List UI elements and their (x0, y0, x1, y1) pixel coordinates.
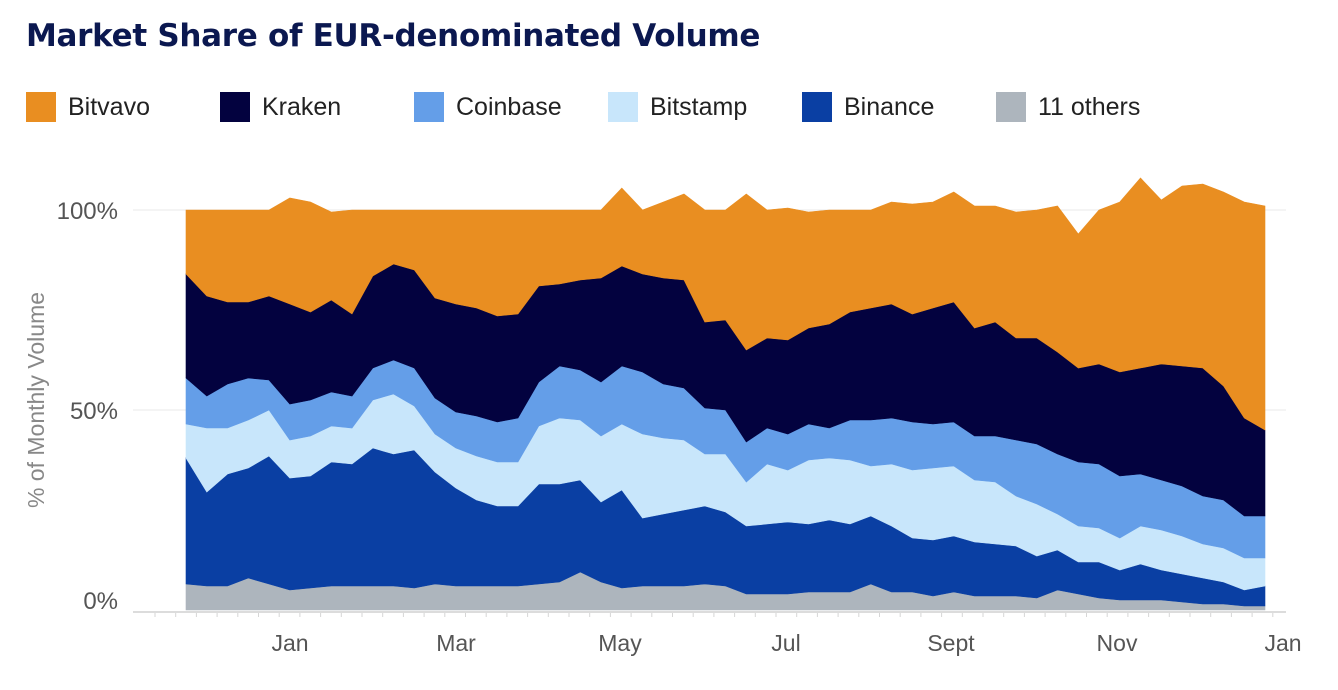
legend-item-coinbase[interactable]: Coinbase (414, 88, 562, 126)
legend-label-binance: Binance (844, 92, 935, 121)
legend-label-coinbase: Coinbase (456, 92, 562, 121)
x-tick-label-nov: Nov (1097, 630, 1138, 656)
legend-label-kraken: Kraken (262, 92, 342, 121)
x-tick-label-jan-2: Jan (1264, 630, 1301, 656)
x-axis-minor-ticks (154, 613, 1274, 617)
legend-item-bitvavo[interactable]: Bitvavo (26, 88, 150, 126)
legend-swatch-bitstamp (608, 92, 638, 122)
legend-item-binance[interactable]: Binance (802, 88, 934, 126)
y-tick-label-0: 0% (83, 588, 118, 615)
legend-item-kraken[interactable]: Kraken (220, 88, 341, 126)
x-tick-label-may: May (598, 630, 642, 656)
x-tick-label-jul: Jul (771, 630, 800, 656)
legend-label-bitstamp: Bitstamp (650, 92, 748, 121)
legend-swatch-coinbase (414, 92, 444, 122)
x-tick-label-jan-1: Jan (271, 630, 308, 656)
legend-swatch-kraken (220, 92, 250, 122)
chart-title: Market Share of EUR-denominated Volume (26, 18, 761, 54)
legend-label-11-others: 11 others (1038, 92, 1141, 121)
y-tick-label-50: 50% (70, 398, 118, 425)
y-tick-label-100: 100% (57, 198, 118, 225)
y-axis-label: % of Monthly Volume (23, 292, 49, 508)
legend-item-bitstamp[interactable]: Bitstamp (608, 88, 747, 126)
legend-item-11-others[interactable]: 11 others (996, 88, 1140, 126)
legend-swatch-bitvavo (26, 92, 56, 122)
legend-swatch-11-others (996, 92, 1026, 122)
area-layers (185, 177, 1266, 611)
x-tick-label-mar: Mar (436, 630, 476, 656)
area-series-bitvavo (185, 177, 1266, 431)
legend-swatch-binance (802, 92, 832, 122)
x-tick-label-sept: Sept (927, 630, 975, 656)
legend-label-bitvavo: Bitvavo (68, 92, 150, 121)
